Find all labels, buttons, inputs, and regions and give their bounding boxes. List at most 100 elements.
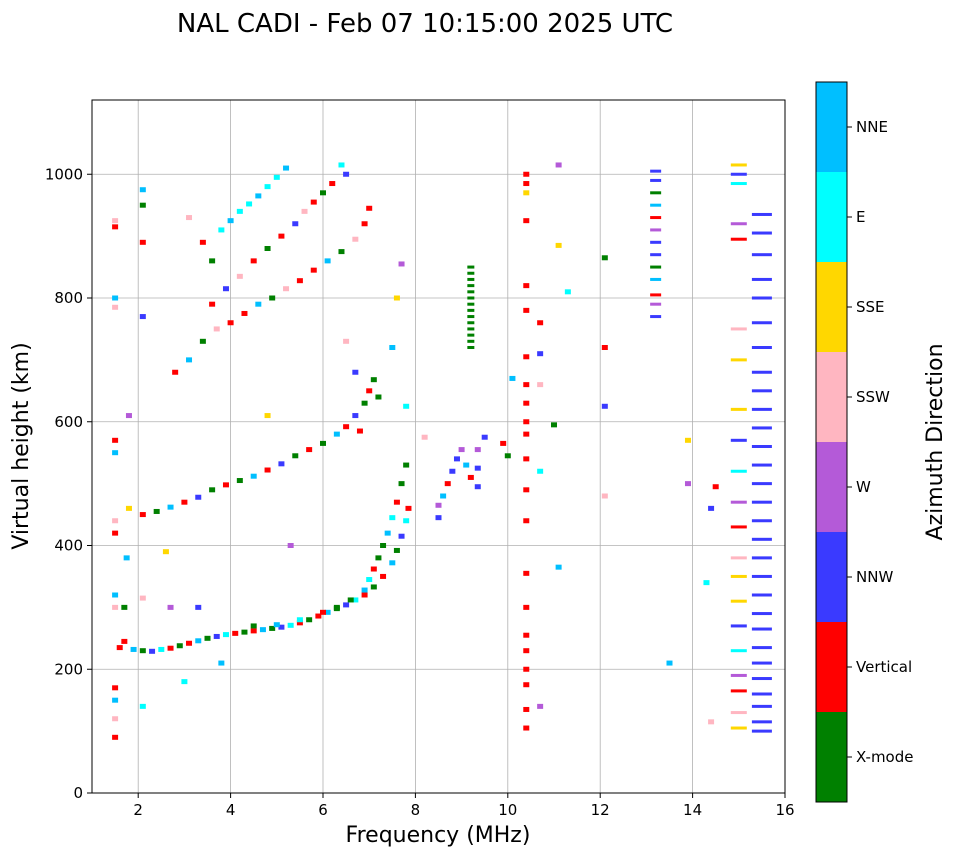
echo-mark — [361, 587, 368, 593]
echo-mark — [181, 679, 188, 685]
echo-mark — [296, 278, 303, 284]
echo-mark — [650, 203, 662, 207]
echo-mark — [283, 165, 290, 171]
echo-mark — [523, 218, 530, 224]
echo-mark — [329, 181, 336, 187]
echo-mark — [467, 302, 475, 306]
echo-mark — [730, 163, 747, 167]
echo-mark — [123, 555, 130, 561]
echo-mark — [751, 556, 772, 560]
echo-mark — [236, 478, 243, 484]
grid-lines — [92, 100, 786, 794]
echo-mark — [112, 685, 119, 691]
echo-mark — [380, 573, 387, 579]
echo-mark — [139, 648, 146, 654]
echo-mark — [551, 422, 557, 428]
echo-mark — [259, 627, 266, 633]
echo-mark — [601, 493, 608, 499]
echo-mark — [338, 162, 345, 168]
echo-mark — [139, 703, 146, 709]
echo-mark — [601, 255, 608, 261]
data-marks — [112, 162, 772, 740]
echo-mark — [352, 369, 359, 375]
echo-mark — [523, 283, 530, 289]
echo-mark — [650, 191, 662, 195]
echo-mark — [500, 440, 507, 446]
echo-mark — [389, 560, 396, 566]
echo-mark — [601, 403, 608, 409]
colorbar-label: SSW — [856, 388, 890, 406]
echo-mark — [255, 193, 262, 199]
echo-mark — [315, 613, 322, 619]
y-tick-label: 200 — [54, 660, 83, 678]
echo-mark — [301, 208, 308, 214]
echo-mark — [112, 224, 119, 230]
y-axis-label: Virtual height (km) — [9, 342, 34, 549]
echo-mark — [209, 301, 216, 307]
echo-mark — [751, 370, 772, 374]
echo-mark — [467, 277, 475, 281]
echo-mark — [352, 413, 359, 419]
echo-mark — [389, 515, 396, 521]
echo-mark — [435, 515, 442, 521]
echo-mark — [751, 277, 772, 281]
echo-mark — [176, 643, 183, 649]
x-tick-label: 12 — [591, 801, 610, 819]
echo-mark — [352, 597, 359, 603]
echo-mark — [650, 216, 662, 220]
echo-mark — [523, 604, 530, 610]
echo-mark — [467, 339, 475, 343]
echo-mark — [523, 400, 530, 406]
echo-mark — [172, 369, 179, 375]
echo-mark — [343, 424, 350, 430]
echo-mark — [292, 453, 299, 459]
echo-mark — [370, 377, 377, 383]
echo-mark — [398, 481, 405, 487]
echo-mark — [523, 419, 530, 425]
echo-mark — [199, 338, 206, 344]
echo-mark — [310, 267, 317, 273]
echo-mark — [186, 640, 193, 646]
echo-mark — [730, 673, 747, 677]
echo-mark — [380, 543, 387, 548]
echo-mark — [751, 407, 772, 411]
echo-mark — [116, 645, 123, 651]
echo-mark — [130, 646, 137, 652]
echo-mark — [751, 612, 772, 616]
echo-mark — [370, 566, 377, 572]
y-tick-label: 800 — [54, 289, 83, 307]
echo-mark — [366, 577, 373, 583]
echo-mark — [250, 473, 257, 479]
echo-mark — [324, 609, 331, 615]
echo-mark — [523, 487, 530, 493]
echo-mark — [537, 468, 544, 474]
echo-mark — [393, 499, 400, 505]
colorbar-frame — [815, 81, 848, 803]
echo-mark — [338, 249, 345, 255]
echo-mark — [537, 351, 544, 357]
colorbar-label: X-mode — [856, 748, 913, 766]
echo-mark — [255, 301, 262, 307]
echo-mark — [523, 518, 530, 524]
echo-mark — [467, 308, 475, 312]
echo-mark — [125, 505, 132, 511]
echo-mark — [730, 649, 747, 653]
echo-mark — [523, 181, 530, 187]
echo-mark — [264, 246, 271, 251]
x-axis-ticks: 2 4 6 8 10 12 14 16 — [133, 793, 795, 819]
echo-mark — [523, 171, 530, 177]
colorbar-label: NNW — [856, 568, 893, 586]
echo-mark — [444, 481, 451, 487]
echo-mark — [222, 632, 229, 638]
echo-mark — [751, 574, 772, 578]
echo-mark — [523, 431, 530, 437]
echo-mark — [751, 720, 772, 724]
echo-mark — [463, 462, 470, 468]
echo-mark — [264, 184, 271, 190]
echo-mark — [287, 622, 294, 628]
colorbar-label: Vertical — [856, 658, 912, 676]
echo-mark — [153, 508, 160, 514]
echo-mark — [467, 271, 475, 275]
echo-mark — [523, 648, 530, 654]
